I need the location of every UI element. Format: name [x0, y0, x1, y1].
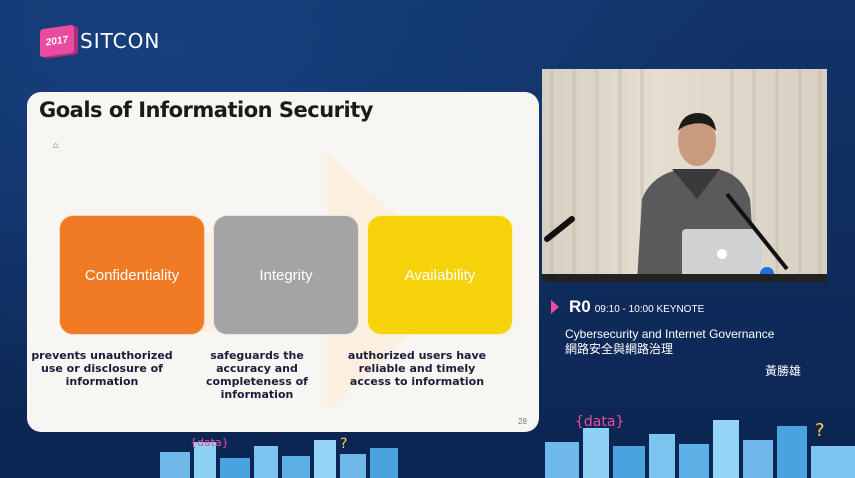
session-time: 09:10 - 10:00 KEYNOTE — [594, 304, 705, 315]
goal-availability-box: Availability — [367, 215, 513, 335]
talk-title-chinese: 網路安全與網路治理 — [565, 342, 674, 356]
play-icon — [551, 300, 559, 314]
goal-confidentiality-box: Confidentiality — [59, 215, 205, 335]
sitcon-logo: 2017 SITCON — [40, 24, 161, 58]
slide-title: Goals of Information Security — [39, 98, 373, 122]
city-illustration-right: {data} ? — [545, 414, 855, 478]
city-text-left: {data} — [190, 436, 229, 449]
logo-year: 2017 — [45, 33, 69, 49]
presentation-slide: Goals of Information Security ⌂ Confiden… — [27, 92, 539, 432]
slide-page-number: 28 — [518, 417, 527, 426]
svg-text:?: ? — [340, 436, 347, 452]
speaker-camera-feed — [542, 69, 827, 282]
city-illustration-left: {data} ? — [160, 436, 398, 478]
goal-confidentiality-description: prevents unauthorized use or disclosure … — [31, 349, 173, 388]
speaker-video-icon — [542, 69, 827, 282]
city-text-right: {data} — [575, 414, 624, 430]
slide-bullet-mark: ⌂ — [53, 140, 59, 150]
goal-integrity-box: Integrity — [213, 215, 359, 335]
session-info: R0 09:10 - 10:00 KEYNOTE Cybersecurity a… — [551, 297, 821, 356]
goal-availability-description: authorized users have reliable and timel… — [347, 349, 487, 388]
session-room: R0 — [569, 297, 591, 316]
talk-title-english: Cybersecurity and Internet Governance — [565, 327, 775, 341]
svg-text:?: ? — [815, 420, 825, 441]
speaker-name: 黃勝雄 — [765, 364, 802, 378]
goal-integrity-description: safeguards the accuracy and completeness… — [206, 349, 308, 401]
logo-cube-icon: 2017 — [40, 24, 74, 58]
logo-name: SITCON — [80, 29, 161, 53]
